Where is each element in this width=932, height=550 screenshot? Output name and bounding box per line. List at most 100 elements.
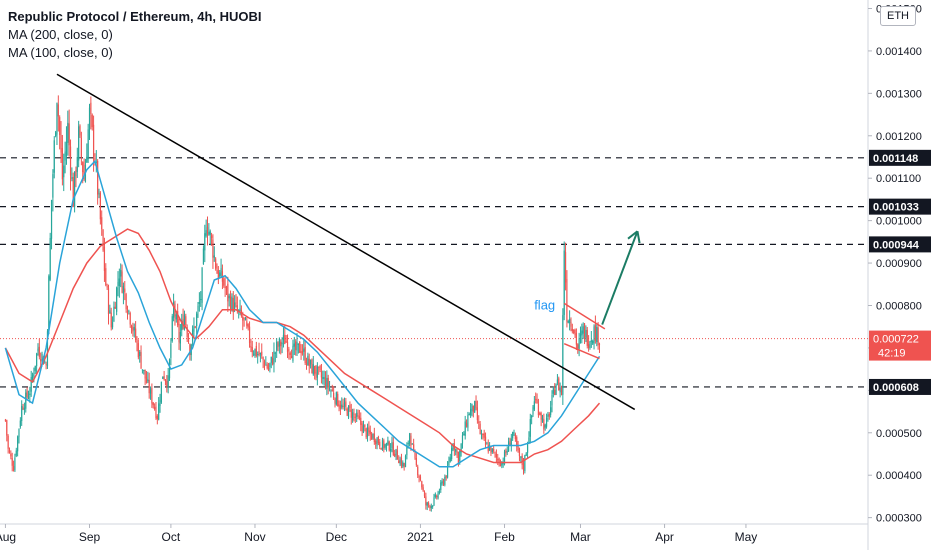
ma100-line — [4, 159, 601, 468]
candle — [335, 392, 337, 405]
candle — [61, 147, 63, 180]
candle — [437, 492, 439, 499]
candle — [489, 446, 491, 451]
candle — [365, 428, 367, 438]
candle — [430, 506, 432, 509]
candle — [556, 379, 559, 384]
candle — [34, 365, 36, 371]
candle — [383, 440, 385, 449]
candle — [269, 363, 271, 367]
candle — [470, 408, 472, 416]
candle — [440, 482, 442, 490]
price-axis[interactable] — [868, 0, 932, 550]
candle — [277, 343, 279, 348]
candle — [30, 377, 32, 392]
candle — [258, 351, 260, 356]
flag-upper-line[interactable] — [563, 302, 606, 330]
candle — [45, 364, 47, 366]
candle-countdown-label: 42:19 — [878, 348, 906, 360]
descending-trendline[interactable] — [56, 73, 636, 411]
x-tick-label: Aug — [0, 530, 16, 544]
candle — [554, 389, 556, 395]
level-price-label: 0.000608 — [873, 382, 919, 394]
candle — [141, 369, 144, 371]
candle — [410, 435, 412, 446]
candle — [272, 358, 274, 365]
candle — [543, 419, 545, 430]
x-tick-label: Oct — [162, 530, 181, 544]
candle — [358, 416, 361, 419]
candle — [22, 407, 24, 410]
candle — [555, 384, 557, 396]
candle — [31, 375, 34, 380]
candle — [407, 442, 409, 445]
candle — [263, 361, 266, 368]
candle — [395, 448, 397, 456]
candle — [468, 414, 470, 416]
candle — [380, 447, 382, 450]
candle — [391, 442, 393, 448]
candle — [262, 357, 264, 361]
candle — [181, 320, 183, 331]
candle — [140, 352, 142, 369]
candle — [512, 431, 514, 439]
candle — [276, 341, 278, 351]
candle — [448, 461, 450, 466]
candle — [537, 404, 540, 415]
candle — [92, 124, 95, 157]
level-price-tag — [869, 198, 931, 215]
candle — [155, 406, 157, 419]
candle — [494, 452, 496, 454]
currency-badge[interactable]: ETH — [880, 6, 916, 26]
candle — [53, 140, 55, 173]
candle — [250, 345, 252, 348]
candle — [483, 433, 485, 438]
candle — [566, 279, 568, 322]
chart-title: Republic Protocol / Ethereum, 4h, HUOBI — [8, 9, 262, 24]
candle — [136, 340, 138, 344]
candle — [582, 326, 584, 334]
candle — [593, 326, 595, 344]
arrow-head — [627, 230, 639, 240]
candle — [390, 448, 392, 452]
candle — [257, 353, 259, 355]
candle — [224, 286, 226, 289]
ma200-indicator-label[interactable]: MA (200, close, 0) — [8, 27, 113, 42]
candle — [502, 462, 504, 465]
flag-lower-line[interactable] — [563, 342, 600, 360]
candle — [505, 450, 507, 454]
candle — [569, 319, 571, 324]
candle — [425, 496, 427, 506]
candle — [334, 398, 336, 404]
candle — [63, 165, 65, 178]
candle — [25, 392, 27, 409]
candle — [296, 341, 298, 351]
candle — [476, 407, 478, 421]
candle — [541, 418, 544, 422]
breakout-arrow[interactable] — [601, 230, 639, 325]
candle — [478, 421, 480, 423]
candle — [540, 413, 542, 420]
candle — [278, 338, 280, 347]
candle — [23, 407, 26, 410]
candle — [585, 329, 587, 338]
candle — [300, 351, 302, 354]
candle — [68, 123, 70, 146]
candle — [114, 306, 116, 309]
candle — [162, 376, 164, 379]
candle — [491, 448, 493, 453]
candle — [285, 341, 287, 343]
candle — [581, 330, 583, 336]
candle — [372, 434, 374, 438]
candle — [309, 359, 312, 365]
candle — [151, 387, 153, 404]
candle — [33, 373, 35, 377]
current-price-tag — [869, 330, 931, 361]
candle — [116, 287, 118, 312]
ma100-indicator-label[interactable]: MA (100, close, 0) — [8, 45, 113, 60]
candle — [242, 316, 244, 321]
candle — [493, 448, 495, 452]
candle — [415, 458, 417, 466]
candle — [14, 457, 16, 471]
